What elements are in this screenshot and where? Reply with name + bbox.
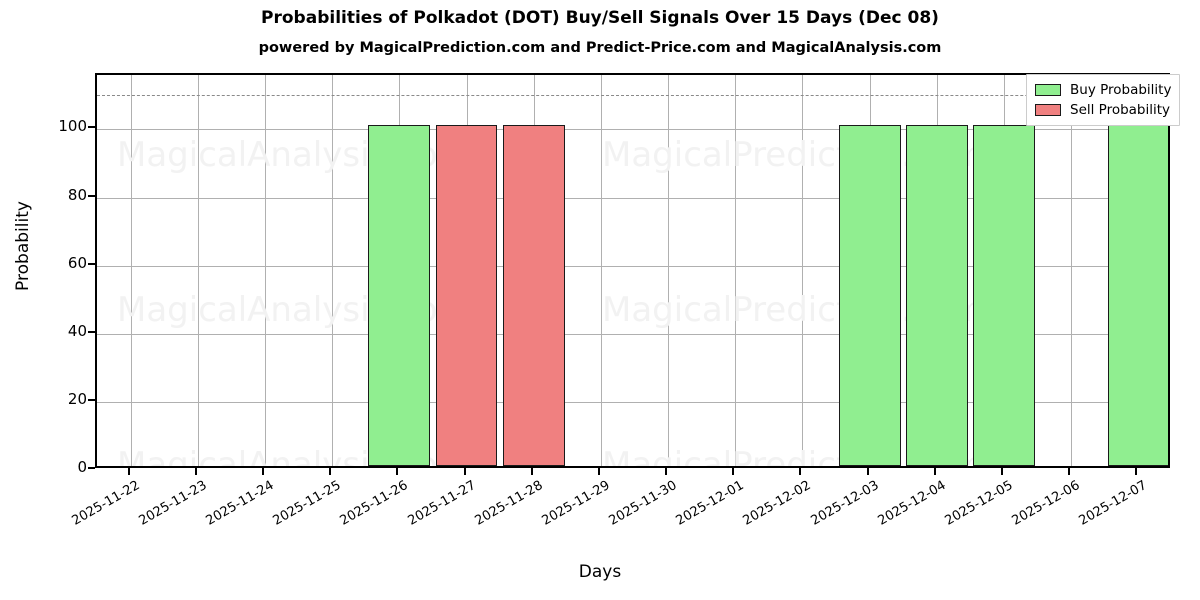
bar-buy-2025-12-04 [905, 125, 968, 466]
y-tick-mark [88, 467, 95, 469]
page-title: Probabilities of Polkadot (DOT) Buy/Sell… [261, 8, 939, 28]
x-tick-mark [933, 468, 936, 475]
legend-item-sell[interactable]: Sell Probability [1035, 100, 1171, 120]
y-tick-mark [88, 398, 95, 401]
x-tick-mark [1001, 468, 1004, 475]
bar-buy-2025-11-26 [368, 125, 431, 466]
chart-subtitle: powered by MagicalPrediction.com and Pre… [258, 40, 942, 56]
gridline-vertical [264, 75, 266, 466]
legend-label-buy: Buy Probability [1070, 82, 1172, 98]
y-tick-mark [88, 330, 95, 333]
y-tick-label: 60 [67, 253, 87, 272]
plot-area: MagicalAnalysis.com MagicalPrediction.com… [95, 73, 1170, 468]
y-tick-label: 100 [58, 117, 87, 136]
gridline-vertical [130, 75, 132, 466]
y-tick-label: 80 [67, 185, 87, 204]
gridline-vertical [668, 75, 670, 466]
x-tick-mark [194, 468, 197, 475]
gridline-horizontal [97, 197, 1168, 199]
y-tick-label: 40 [67, 321, 87, 340]
chart-legend: Buy Probability Sell Probability [1026, 74, 1181, 126]
gridline-horizontal [97, 333, 1168, 335]
legend-label-sell: Sell Probability [1070, 102, 1171, 118]
gridline-vertical [1071, 75, 1073, 466]
legend-item-buy[interactable]: Buy Probability [1035, 80, 1171, 100]
x-tick-mark [261, 468, 264, 475]
gridline-horizontal [97, 401, 1168, 403]
gridline-horizontal [97, 129, 1168, 131]
x-tick-mark [329, 468, 332, 475]
gridline-vertical [802, 75, 804, 466]
y-tick-label: 20 [67, 389, 87, 408]
x-tick-mark [463, 468, 466, 475]
x-axis-label: Days [578, 562, 622, 582]
bar-buy-2025-12-05 [973, 125, 1035, 466]
y-tick-mark [88, 126, 95, 129]
x-tick-mark [530, 468, 533, 475]
legend-swatch-sell [1035, 104, 1061, 116]
gridline-vertical [600, 75, 602, 466]
threshold-line [97, 95, 1168, 97]
gridline-horizontal [97, 265, 1168, 267]
x-tick-mark [732, 468, 735, 475]
y-tick-mark [88, 194, 95, 197]
y-tick-mark [88, 262, 95, 265]
y-tick-label: 0 [77, 458, 87, 476]
gridline-vertical [197, 75, 199, 466]
legend-swatch-buy [1035, 84, 1061, 96]
bar-buy-2025-12-03 [838, 125, 901, 466]
x-tick-mark [799, 468, 802, 475]
gridline-vertical [735, 75, 737, 466]
x-tick-mark [1068, 468, 1071, 475]
x-tick-mark [396, 468, 399, 475]
y-axis-label: Probability [13, 201, 33, 291]
bar-sell-2025-11-27 [435, 125, 498, 466]
x-tick-mark [665, 468, 668, 475]
x-tick-mark [127, 468, 130, 475]
x-tick-mark [866, 468, 869, 475]
bar-buy-2025-12-07 [1107, 125, 1168, 466]
x-tick-mark [597, 468, 600, 475]
gridline-vertical [332, 75, 334, 466]
x-tick-mark [1135, 468, 1138, 475]
bar-sell-2025-11-28 [502, 125, 565, 466]
